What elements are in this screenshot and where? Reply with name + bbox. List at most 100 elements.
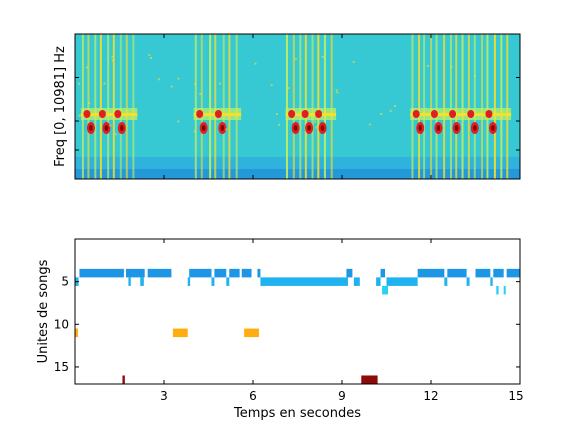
spec-broadband-line [87,34,90,179]
spec-speckle [314,120,317,123]
spec-note-core [220,125,225,131]
spec-speckle [219,82,222,85]
spec-speckle [114,133,117,136]
unit-segment [226,277,230,286]
spec-speckle [426,64,429,67]
spectrogram-background [75,34,520,179]
spec-broadband-line [467,34,470,179]
unit-segments [75,268,520,384]
unit-segment [361,375,378,384]
spec-broadband-line [285,34,288,179]
unit-segment [189,268,212,278]
spec-broadband-line [311,34,314,179]
unit-segment [241,268,252,278]
spec-broadband-line [292,34,295,179]
spec-note-core [89,125,93,131]
spec-broadband-line [99,34,102,179]
spec-speckle [148,54,151,57]
spec-speckle [170,85,173,88]
unit-segment [172,328,188,338]
units-ticks: 3 6 9 12 15 5 10 15 [54,239,524,403]
spec-note-upper [301,110,309,118]
spec-broadband-line [299,34,302,179]
spec-speckle [321,55,324,58]
spec-broadband-line [94,34,97,179]
spec-broadband-line [418,34,421,179]
unit-segment [490,277,493,286]
units-xtick-label: 9 [338,389,346,403]
spec-note-upper [196,110,204,118]
unit-segment [257,268,261,278]
spec-speckle [193,130,196,133]
spec-speckle [336,91,339,94]
units-frame [74,238,521,385]
spec-broadband-line [411,34,414,179]
spectrogram-ylabel: Freq [0, 10981] Hz [53,46,68,167]
spec-speckle [352,60,355,63]
units-ytick-label: 15 [54,360,69,374]
spec-broadband-line [493,34,496,179]
spectrogram-ticks [75,34,520,179]
spec-speckle [394,105,397,108]
spec-broadband-line [222,34,225,179]
spec-note-core [491,125,495,131]
spec-note-upper [114,110,122,118]
unit-segment [147,268,172,278]
spec-broadband-line [112,34,115,179]
unit-segment [353,277,360,286]
spec-broadband-line [455,34,458,179]
spec-note-upper [430,110,438,118]
spec-speckle [225,128,228,131]
spec-speckle [450,65,453,68]
unit-segment [260,277,348,286]
spec-speckle [275,113,278,116]
spec-noise-band-low [75,169,520,179]
spec-speckle [380,112,383,115]
spec-speckle [85,66,88,69]
unit-segment [79,268,124,278]
spec-note-core [418,125,423,131]
spec-broadband-line [486,34,489,179]
units-xtick-label: 3 [160,389,168,403]
spec-broadband-line [125,34,128,179]
spec-harmonic-core [410,113,512,116]
unit-segment [503,285,506,295]
spec-note-upper [485,110,493,118]
spec-broadband-line [214,34,217,179]
spec-speckle [194,82,197,85]
unit-segment [493,268,504,278]
spec-note-core [320,125,325,131]
spec-note-upper [449,110,457,118]
spec-broadband-line [81,34,84,179]
spec-speckle [368,123,371,126]
spec-broadband-line [317,34,320,179]
spec-speckle [199,93,202,96]
units-ytick-label: 10 [54,317,69,331]
units-ytick-label: 5 [61,275,69,289]
unit-segment [187,277,191,286]
spec-speckle [88,102,91,105]
unit-segment [122,375,125,384]
unit-segment [128,277,131,286]
spec-speckle [294,58,297,61]
unit-segment [447,268,467,278]
spec-speckle [473,75,476,78]
spectrogram-content [75,34,520,179]
spec-broadband-line [423,34,426,179]
spec-speckle [177,120,180,123]
unit-segment [496,285,499,295]
units-ylabel: Unites de songs [36,259,51,363]
units-xlabel: Temps en secondes [233,406,361,421]
spec-harmonic-core [80,113,138,116]
spec-speckle [111,55,114,58]
spec-note-core [307,125,311,131]
spec-note-upper [288,110,296,118]
spec-note-core [104,125,109,131]
spec-speckle [111,59,114,62]
unit-segment [126,268,145,278]
spec-speckle [254,62,257,65]
spec-speckle [335,89,338,92]
unit-segment [211,277,215,286]
spec-broadband-line [209,34,212,179]
spec-broadband-line [481,34,484,179]
